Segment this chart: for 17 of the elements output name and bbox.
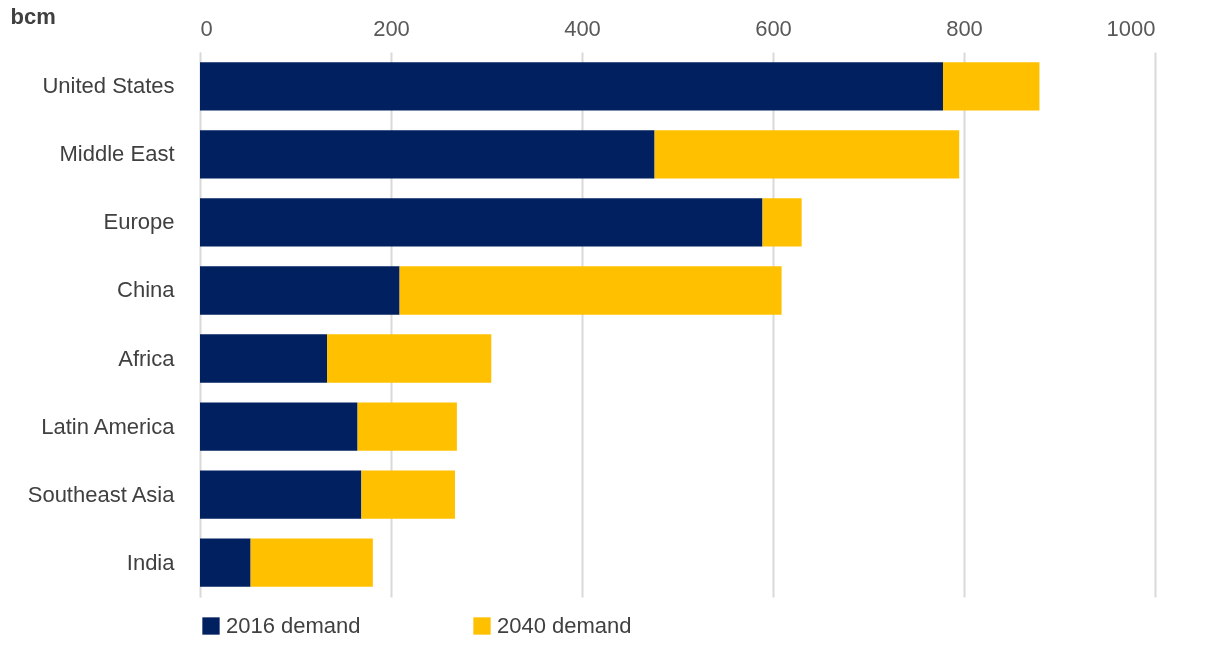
x-tick-label: 1000	[1106, 15, 1156, 41]
y-tick-label: United States	[42, 73, 175, 99]
legend-label: 2016 demand	[226, 613, 361, 638]
x-tick-label: 200	[373, 15, 410, 41]
y-tick-label: Europe	[103, 209, 175, 235]
legend-label: 2040 demand	[497, 613, 632, 638]
x-tick-label: 400	[564, 15, 601, 41]
y-tick-label: Southeast Asia	[27, 481, 176, 507]
x-tick-label: 0	[200, 15, 213, 41]
y-tick-label: China	[117, 277, 176, 303]
y-tick-label: Latin America	[41, 413, 176, 439]
y-tick-label: Africa	[118, 345, 176, 371]
x-tick-label: 800	[946, 15, 983, 41]
y-tick-label: Middle East	[59, 141, 175, 167]
x-axis-title: bcm	[10, 3, 56, 29]
x-tick-label: 600	[755, 15, 792, 41]
y-tick-label: India	[126, 549, 176, 575]
